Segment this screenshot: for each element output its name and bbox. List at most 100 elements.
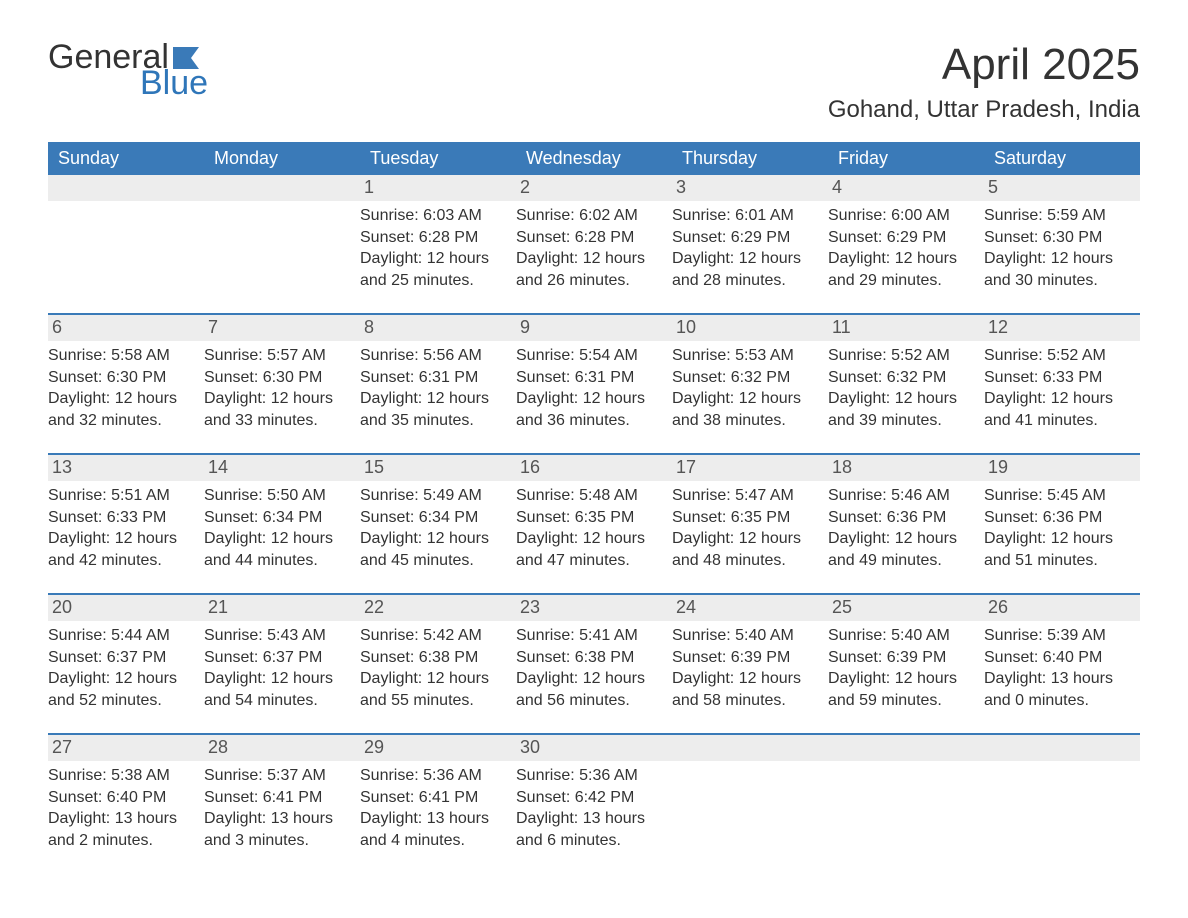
day-body: Sunrise: 5:45 AMSunset: 6:36 PMDaylight:… (984, 481, 1140, 575)
daylight-line: Daylight: 12 hours and 58 minutes. (672, 668, 822, 711)
day-body: Sunrise: 5:52 AMSunset: 6:33 PMDaylight:… (984, 341, 1140, 435)
day-body: Sunrise: 5:46 AMSunset: 6:36 PMDaylight:… (828, 481, 984, 575)
sunrise-line: Sunrise: 5:53 AM (672, 345, 822, 367)
sunset-line: Sunset: 6:39 PM (828, 647, 978, 669)
day-body: Sunrise: 5:54 AMSunset: 6:31 PMDaylight:… (516, 341, 672, 435)
day-cell: 27Sunrise: 5:38 AMSunset: 6:40 PMDayligh… (48, 735, 204, 873)
day-number: 20 (48, 595, 204, 621)
day-cell (672, 735, 828, 873)
sunrise-line: Sunrise: 6:00 AM (828, 205, 978, 227)
daylight-line: Daylight: 12 hours and 59 minutes. (828, 668, 978, 711)
sunset-line: Sunset: 6:38 PM (360, 647, 510, 669)
daylight-line: Daylight: 12 hours and 36 minutes. (516, 388, 666, 431)
sunrise-line: Sunrise: 5:54 AM (516, 345, 666, 367)
sunrise-line: Sunrise: 5:56 AM (360, 345, 510, 367)
day-cell: 12Sunrise: 5:52 AMSunset: 6:33 PMDayligh… (984, 315, 1140, 453)
dow-cell: Saturday (984, 142, 1140, 175)
day-cell: 9Sunrise: 5:54 AMSunset: 6:31 PMDaylight… (516, 315, 672, 453)
day-number: 5 (984, 175, 1140, 201)
daylight-line: Daylight: 12 hours and 28 minutes. (672, 248, 822, 291)
calendar: SundayMondayTuesdayWednesdayThursdayFrid… (48, 142, 1140, 873)
day-body: Sunrise: 5:44 AMSunset: 6:37 PMDaylight:… (48, 621, 204, 715)
sunset-line: Sunset: 6:36 PM (828, 507, 978, 529)
day-number: 13 (48, 455, 204, 481)
dow-cell: Wednesday (516, 142, 672, 175)
day-number (48, 175, 204, 201)
day-body: Sunrise: 6:01 AMSunset: 6:29 PMDaylight:… (672, 201, 828, 295)
week-row: 1Sunrise: 6:03 AMSunset: 6:28 PMDaylight… (48, 175, 1140, 313)
sunset-line: Sunset: 6:30 PM (204, 367, 354, 389)
day-cell: 14Sunrise: 5:50 AMSunset: 6:34 PMDayligh… (204, 455, 360, 593)
week-row: 6Sunrise: 5:58 AMSunset: 6:30 PMDaylight… (48, 313, 1140, 453)
sunset-line: Sunset: 6:28 PM (360, 227, 510, 249)
daylight-line: Daylight: 12 hours and 55 minutes. (360, 668, 510, 711)
day-cell: 8Sunrise: 5:56 AMSunset: 6:31 PMDaylight… (360, 315, 516, 453)
day-cell (48, 175, 204, 313)
sunrise-line: Sunrise: 5:59 AM (984, 205, 1134, 227)
day-number: 1 (360, 175, 516, 201)
day-cell: 29Sunrise: 5:36 AMSunset: 6:41 PMDayligh… (360, 735, 516, 873)
sunrise-line: Sunrise: 5:40 AM (828, 625, 978, 647)
sunrise-line: Sunrise: 5:57 AM (204, 345, 354, 367)
day-cell: 25Sunrise: 5:40 AMSunset: 6:39 PMDayligh… (828, 595, 984, 733)
daylight-line: Daylight: 12 hours and 54 minutes. (204, 668, 354, 711)
day-body: Sunrise: 5:39 AMSunset: 6:40 PMDaylight:… (984, 621, 1140, 715)
daylight-line: Daylight: 12 hours and 32 minutes. (48, 388, 198, 431)
day-body: Sunrise: 5:58 AMSunset: 6:30 PMDaylight:… (48, 341, 204, 435)
day-body: Sunrise: 5:38 AMSunset: 6:40 PMDaylight:… (48, 761, 204, 855)
daylight-line: Daylight: 12 hours and 38 minutes. (672, 388, 822, 431)
logo-word-blue: Blue (140, 66, 209, 100)
daylight-line: Daylight: 12 hours and 41 minutes. (984, 388, 1134, 431)
day-cell: 20Sunrise: 5:44 AMSunset: 6:37 PMDayligh… (48, 595, 204, 733)
day-cell: 21Sunrise: 5:43 AMSunset: 6:37 PMDayligh… (204, 595, 360, 733)
day-number: 10 (672, 315, 828, 341)
sunset-line: Sunset: 6:31 PM (516, 367, 666, 389)
sunset-line: Sunset: 6:40 PM (984, 647, 1134, 669)
sunrise-line: Sunrise: 5:36 AM (516, 765, 666, 787)
sunrise-line: Sunrise: 5:51 AM (48, 485, 198, 507)
day-cell: 16Sunrise: 5:48 AMSunset: 6:35 PMDayligh… (516, 455, 672, 593)
week-row: 27Sunrise: 5:38 AMSunset: 6:40 PMDayligh… (48, 733, 1140, 873)
sunset-line: Sunset: 6:41 PM (204, 787, 354, 809)
day-number: 15 (360, 455, 516, 481)
daylight-line: Daylight: 12 hours and 39 minutes. (828, 388, 978, 431)
day-body: Sunrise: 5:48 AMSunset: 6:35 PMDaylight:… (516, 481, 672, 575)
sunrise-line: Sunrise: 5:50 AM (204, 485, 354, 507)
day-cell: 18Sunrise: 5:46 AMSunset: 6:36 PMDayligh… (828, 455, 984, 593)
daylight-line: Daylight: 12 hours and 49 minutes. (828, 528, 978, 571)
daylight-line: Daylight: 12 hours and 25 minutes. (360, 248, 510, 291)
day-body: Sunrise: 5:56 AMSunset: 6:31 PMDaylight:… (360, 341, 516, 435)
sunrise-line: Sunrise: 6:01 AM (672, 205, 822, 227)
sunset-line: Sunset: 6:29 PM (828, 227, 978, 249)
day-body: Sunrise: 5:47 AMSunset: 6:35 PMDaylight:… (672, 481, 828, 575)
sunrise-line: Sunrise: 6:02 AM (516, 205, 666, 227)
sunset-line: Sunset: 6:31 PM (360, 367, 510, 389)
day-number: 6 (48, 315, 204, 341)
day-cell (828, 735, 984, 873)
day-body: Sunrise: 6:00 AMSunset: 6:29 PMDaylight:… (828, 201, 984, 295)
sunrise-line: Sunrise: 5:38 AM (48, 765, 198, 787)
sunset-line: Sunset: 6:36 PM (984, 507, 1134, 529)
daylight-line: Daylight: 12 hours and 33 minutes. (204, 388, 354, 431)
sunset-line: Sunset: 6:30 PM (984, 227, 1134, 249)
sunset-line: Sunset: 6:42 PM (516, 787, 666, 809)
day-cell: 15Sunrise: 5:49 AMSunset: 6:34 PMDayligh… (360, 455, 516, 593)
day-cell: 23Sunrise: 5:41 AMSunset: 6:38 PMDayligh… (516, 595, 672, 733)
dow-cell: Thursday (672, 142, 828, 175)
dow-cell: Tuesday (360, 142, 516, 175)
day-cell: 13Sunrise: 5:51 AMSunset: 6:33 PMDayligh… (48, 455, 204, 593)
sunrise-line: Sunrise: 5:45 AM (984, 485, 1134, 507)
day-cell: 3Sunrise: 6:01 AMSunset: 6:29 PMDaylight… (672, 175, 828, 313)
header: General Blue April 2025 Gohand, Uttar Pr… (48, 40, 1140, 124)
day-cell: 22Sunrise: 5:42 AMSunset: 6:38 PMDayligh… (360, 595, 516, 733)
day-number: 28 (204, 735, 360, 761)
sunset-line: Sunset: 6:32 PM (828, 367, 978, 389)
title-block: April 2025 Gohand, Uttar Pradesh, India (828, 40, 1140, 124)
day-number: 4 (828, 175, 984, 201)
daylight-line: Daylight: 13 hours and 6 minutes. (516, 808, 666, 851)
day-body: Sunrise: 5:52 AMSunset: 6:32 PMDaylight:… (828, 341, 984, 435)
sunrise-line: Sunrise: 6:03 AM (360, 205, 510, 227)
day-body: Sunrise: 5:40 AMSunset: 6:39 PMDaylight:… (672, 621, 828, 715)
day-of-week-header: SundayMondayTuesdayWednesdayThursdayFrid… (48, 142, 1140, 175)
day-cell: 30Sunrise: 5:36 AMSunset: 6:42 PMDayligh… (516, 735, 672, 873)
